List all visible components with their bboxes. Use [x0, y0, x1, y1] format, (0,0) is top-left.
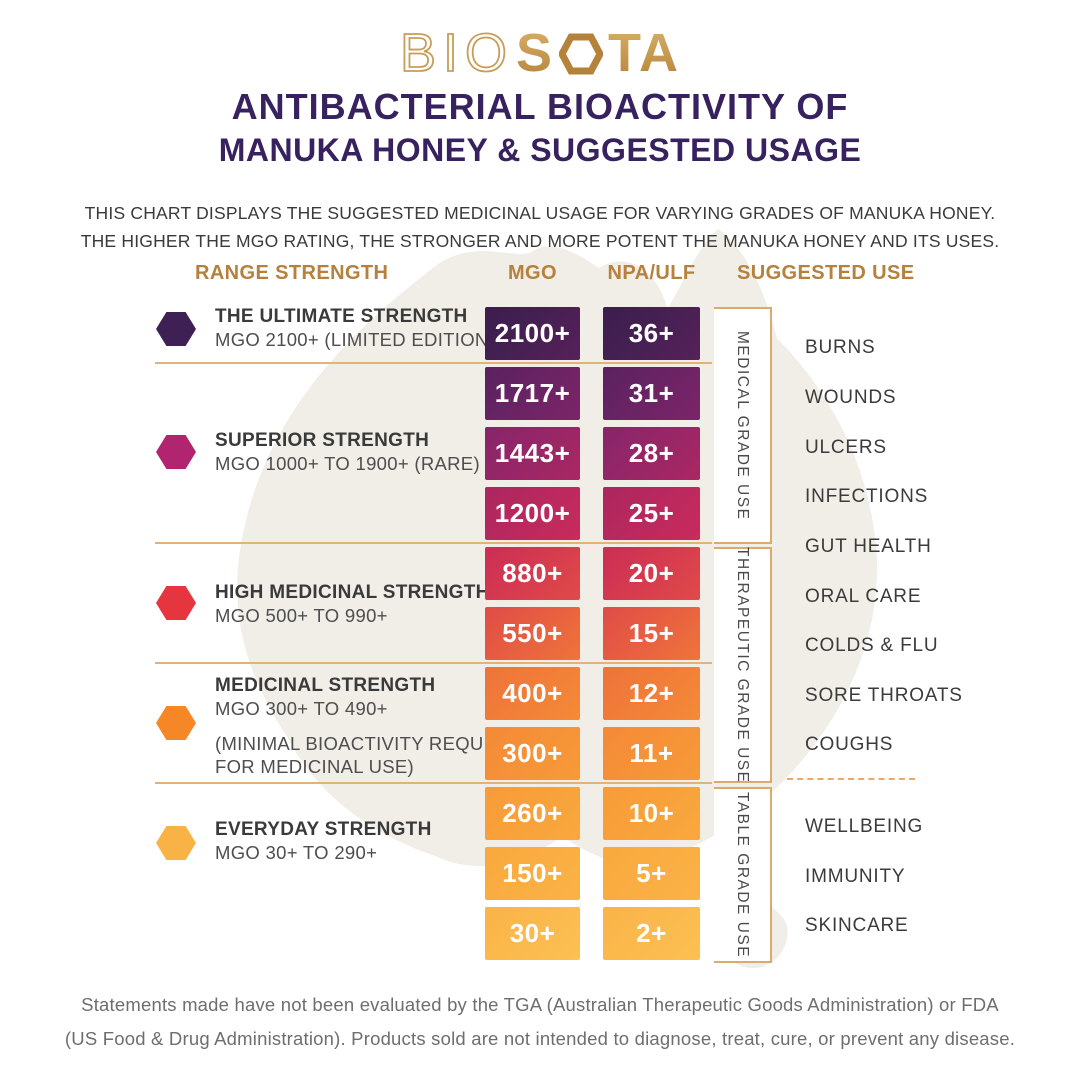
use-item: COUGHS [805, 734, 894, 755]
strength-group-note: FOR MEDICINAL USE) [215, 756, 414, 777]
strength-group-name: THE ULTIMATE STRENGTH [215, 306, 468, 327]
strength-group-name: EVERYDAY STRENGTH [215, 819, 432, 840]
npa-value-cell: 31+ [603, 367, 700, 420]
grade-bracket-therapeutic: THERAPEUTIC GRADE USE [714, 547, 772, 783]
column-header-suggested-use: SUGGESTED USE [737, 262, 915, 284]
mgo-value-cell: 400+ [485, 667, 580, 720]
logo-text-ta: TA [608, 23, 681, 83]
column-header-range-strength: RANGE STRENGTH [195, 262, 389, 284]
strength-group-name: MEDICINAL STRENGTH [215, 675, 436, 696]
column-header-npa-ulf: NPA/ULF [607, 262, 696, 284]
mgo-value-cell: 880+ [485, 547, 580, 600]
use-section-dashed-divider [787, 778, 915, 780]
npa-value-cell: 11+ [603, 727, 700, 780]
mgo-value-cell: 300+ [485, 727, 580, 780]
strength-group-range: MGO 1000+ TO 1900+ (RARE) [215, 453, 480, 474]
npa-value-cell: 15+ [603, 607, 700, 660]
page-title: ANTIBACTERIAL BIOACTIVITY OF MANUKA HONE… [0, 86, 1080, 169]
mgo-value-cell: 1200+ [485, 487, 580, 540]
mgo-value-cell: 30+ [485, 907, 580, 960]
use-item: WOUNDS [805, 387, 897, 408]
mgo-value-cell: 1443+ [485, 427, 580, 480]
strength-group-range: MGO 2100+ (LIMITED EDITION) [215, 329, 495, 350]
strength-group-note: (MINIMAL BIOACTIVITY REQUIRED [215, 733, 529, 754]
column-header-mgo: MGO [508, 262, 557, 284]
disclaimer-line-2: (US Food & Drug Administration). Product… [64, 1028, 1016, 1049]
use-item: SKINCARE [805, 915, 909, 936]
disclaimer-text: Statements made have not been evaluated … [0, 988, 1080, 1056]
use-item: BURNS [805, 337, 876, 358]
mgo-value-cell: 260+ [485, 787, 580, 840]
strength-group-name: SUPERIOR STRENGTH [215, 430, 430, 451]
intro-line-2: THE HIGHER THE MGO RATING, THE STRONGER … [80, 231, 1000, 251]
use-item: ORAL CARE [805, 586, 922, 607]
npa-value-cell: 36+ [603, 307, 700, 360]
strength-group-name: HIGH MEDICINAL STRENGTH [215, 582, 490, 603]
use-item: GUT HEALTH [805, 536, 932, 557]
use-item: WELLBEING [805, 816, 924, 837]
section-divider [155, 782, 712, 784]
intro-line-1: THIS CHART DISPLAYS THE SUGGESTED MEDICI… [84, 203, 996, 223]
section-divider [155, 542, 712, 544]
strength-group-range: MGO 500+ TO 990+ [215, 605, 388, 626]
mgo-value-cell: 1717+ [485, 367, 580, 420]
grade-bracket-table: TABLE GRADE USE [714, 787, 772, 963]
grade-label-medical: MEDICAL GRADE USE [734, 330, 751, 521]
use-item: IMMUNITY [805, 866, 906, 887]
hexagon-o-icon [559, 33, 604, 75]
npa-value-cell: 2+ [603, 907, 700, 960]
npa-value-cell: 5+ [603, 847, 700, 900]
title-line-1: ANTIBACTERIAL BIOACTIVITY OF [231, 86, 849, 127]
mgo-value-cell: 150+ [485, 847, 580, 900]
npa-value-cell: 20+ [603, 547, 700, 600]
section-divider [155, 662, 712, 664]
disclaimer-line-1: Statements made have not been evaluated … [81, 994, 999, 1015]
use-item: COLDS & FLU [805, 635, 939, 656]
use-item: SORE THROATS [805, 685, 963, 706]
grade-label-therapeutic: THERAPEUTIC GRADE USE [734, 546, 751, 784]
npa-value-cell: 25+ [603, 487, 700, 540]
intro-text: THIS CHART DISPLAYS THE SUGGESTED MEDICI… [0, 199, 1080, 255]
strength-group-range: MGO 30+ TO 290+ [215, 842, 378, 863]
biosota-logo: BIO S TA [0, 22, 1080, 84]
use-item: ULCERS [805, 437, 887, 458]
section-divider [155, 362, 712, 364]
use-item: INFECTIONS [805, 486, 929, 507]
grade-bracket-medical: MEDICAL GRADE USE [714, 307, 772, 544]
strength-group-range: MGO 300+ TO 490+ [215, 698, 388, 719]
logo-text-s: S [516, 23, 555, 83]
title-line-2: MANUKA HONEY & SUGGESTED USAGE [218, 132, 862, 168]
logo-text-bio: BIO [399, 22, 514, 84]
mgo-value-cell: 2100+ [485, 307, 580, 360]
npa-value-cell: 28+ [603, 427, 700, 480]
npa-value-cell: 12+ [603, 667, 700, 720]
npa-value-cell: 10+ [603, 787, 700, 840]
grade-label-table: TABLE GRADE USE [734, 791, 751, 959]
mgo-value-cell: 550+ [485, 607, 580, 660]
